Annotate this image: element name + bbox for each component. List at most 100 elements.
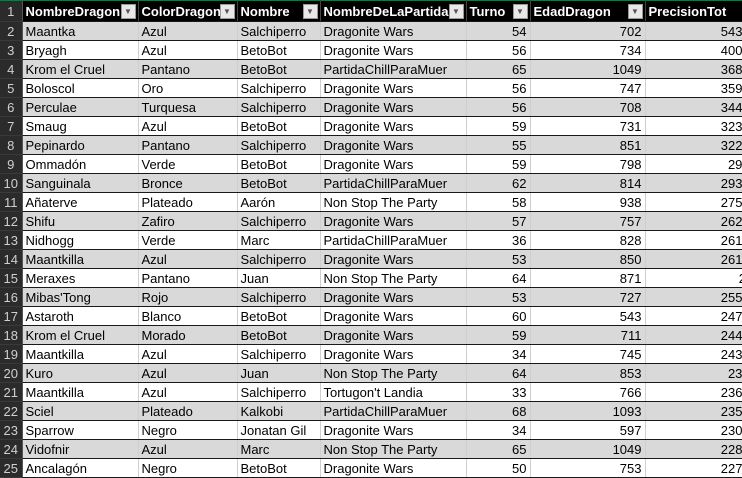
cell[interactable]: Juan — [237, 363, 321, 383]
cell[interactable]: Azul — [138, 382, 238, 402]
cell[interactable]: Verde — [138, 230, 238, 250]
cell[interactable]: 757 — [530, 211, 646, 231]
cell[interactable]: 1049 — [530, 59, 646, 79]
cell[interactable]: 368,41 — [645, 59, 742, 79]
cell[interactable]: 255,88 — [645, 287, 742, 307]
cell[interactable]: Marc — [237, 230, 321, 250]
cell[interactable]: Sciel — [22, 401, 139, 421]
filter-dropdown-icon[interactable]: ▼ — [448, 4, 464, 19]
cell[interactable]: Rojo — [138, 287, 238, 307]
cell[interactable]: Verde — [138, 154, 238, 174]
cell[interactable]: Vidofnir — [22, 439, 139, 459]
cell[interactable]: Dragonite Wars — [320, 116, 467, 136]
cell[interactable]: 871 — [530, 268, 646, 288]
cell[interactable]: Azul — [138, 344, 238, 364]
cell[interactable]: 65 — [466, 439, 531, 459]
cell[interactable]: Meraxes — [22, 268, 139, 288]
cell[interactable]: 766 — [530, 382, 646, 402]
cell[interactable]: Juan — [237, 268, 321, 288]
row-number[interactable]: 2 — [0, 21, 23, 41]
cell[interactable]: 53 — [466, 249, 531, 269]
cell[interactable]: Jonatan Gil — [237, 420, 321, 440]
cell[interactable]: Dragonite Wars — [320, 211, 467, 231]
cell[interactable]: Krom el Cruel — [22, 59, 139, 79]
cell[interactable]: Negro — [138, 420, 238, 440]
column-header[interactable]: EdadDragon ▼ — [530, 0, 646, 22]
cell[interactable]: 543,25 — [645, 21, 742, 41]
cell[interactable]: Ommadón — [22, 154, 139, 174]
cell[interactable]: 293,92 — [645, 173, 742, 193]
row-number[interactable]: 18 — [0, 325, 23, 345]
cell[interactable]: Turquesa — [138, 97, 238, 117]
cell[interactable]: Astaroth — [22, 306, 139, 326]
cell[interactable]: 853 — [530, 363, 646, 383]
cell[interactable]: Dragonite Wars — [320, 344, 467, 364]
cell[interactable]: PartidaChillParaMuer — [320, 173, 467, 193]
row-number[interactable]: 17 — [0, 306, 23, 326]
cell[interactable]: 53 — [466, 287, 531, 307]
cell[interactable]: 1093 — [530, 401, 646, 421]
cell[interactable]: 275,37 — [645, 192, 742, 212]
cell[interactable]: Non Stop The Party — [320, 439, 467, 459]
filter-dropdown-icon[interactable]: ▼ — [120, 4, 136, 19]
row-number[interactable]: 19 — [0, 344, 23, 364]
row-number[interactable]: 3 — [0, 40, 23, 60]
cell[interactable]: BetoBot — [237, 154, 321, 174]
cell[interactable]: Azul — [138, 116, 238, 136]
cell[interactable]: 747 — [530, 78, 646, 98]
cell[interactable]: BetoBot — [237, 325, 321, 345]
cell[interactable]: Pantano — [138, 59, 238, 79]
cell[interactable]: Maantkilla — [22, 249, 139, 269]
cell[interactable]: Plateado — [138, 401, 238, 421]
cell[interactable]: Perculae — [22, 97, 139, 117]
cell[interactable]: Shifu — [22, 211, 139, 231]
cell[interactable]: Non Stop The Party — [320, 192, 467, 212]
row-number[interactable]: 21 — [0, 382, 23, 402]
cell[interactable]: 731 — [530, 116, 646, 136]
row-number[interactable]: 8 — [0, 135, 23, 155]
cell[interactable]: Smaug — [22, 116, 139, 136]
cell[interactable]: Nidhogg — [22, 230, 139, 250]
cell[interactable]: 33 — [466, 382, 531, 402]
cell[interactable]: Kuro — [22, 363, 139, 383]
cell[interactable]: 54 — [466, 21, 531, 41]
cell[interactable]: 322,55 — [645, 135, 742, 155]
row-number[interactable]: 14 — [0, 249, 23, 269]
cell[interactable]: Dragonite Wars — [320, 40, 467, 60]
cell[interactable]: Dragonite Wars — [320, 21, 467, 41]
cell[interactable]: 400,49 — [645, 40, 742, 60]
cell[interactable]: Mibas'Tong — [22, 287, 139, 307]
cell[interactable]: 745 — [530, 344, 646, 364]
cell[interactable]: Bryagh — [22, 40, 139, 60]
cell[interactable]: 236,81 — [645, 382, 742, 402]
cell[interactable]: 294,5 — [645, 154, 742, 174]
cell[interactable]: 850 — [530, 249, 646, 269]
cell[interactable]: Dragonite Wars — [320, 78, 467, 98]
cell[interactable]: Salchiperro — [237, 21, 321, 41]
cell[interactable]: 1049 — [530, 439, 646, 459]
filter-dropdown-icon[interactable]: ▼ — [219, 4, 235, 19]
cell[interactable]: Krom el Cruel — [22, 325, 139, 345]
cell[interactable]: 239,1 — [645, 363, 742, 383]
cell[interactable]: Blanco — [138, 306, 238, 326]
cell[interactable]: BetoBot — [237, 306, 321, 326]
cell[interactable]: Boloscol — [22, 78, 139, 98]
row-number[interactable]: 24 — [0, 439, 23, 459]
row-number[interactable]: 1 — [0, 0, 23, 22]
cell[interactable]: Dragonite Wars — [320, 135, 467, 155]
cell[interactable]: 68 — [466, 401, 531, 421]
cell[interactable]: Sparrow — [22, 420, 139, 440]
row-number[interactable]: 16 — [0, 287, 23, 307]
cell[interactable]: 261,79 — [645, 230, 742, 250]
cell[interactable]: Dragonite Wars — [320, 249, 467, 269]
cell[interactable]: Bronce — [138, 173, 238, 193]
cell[interactable]: 59 — [466, 154, 531, 174]
cell[interactable]: 702 — [530, 21, 646, 41]
cell[interactable]: Salchiperro — [237, 135, 321, 155]
cell[interactable]: PartidaChillParaMuer — [320, 59, 467, 79]
row-number[interactable]: 15 — [0, 268, 23, 288]
cell[interactable]: PartidaChillParaMuer — [320, 230, 467, 250]
cell[interactable]: 711 — [530, 325, 646, 345]
cell[interactable]: Pantano — [138, 268, 238, 288]
cell[interactable]: 230,91 — [645, 420, 742, 440]
